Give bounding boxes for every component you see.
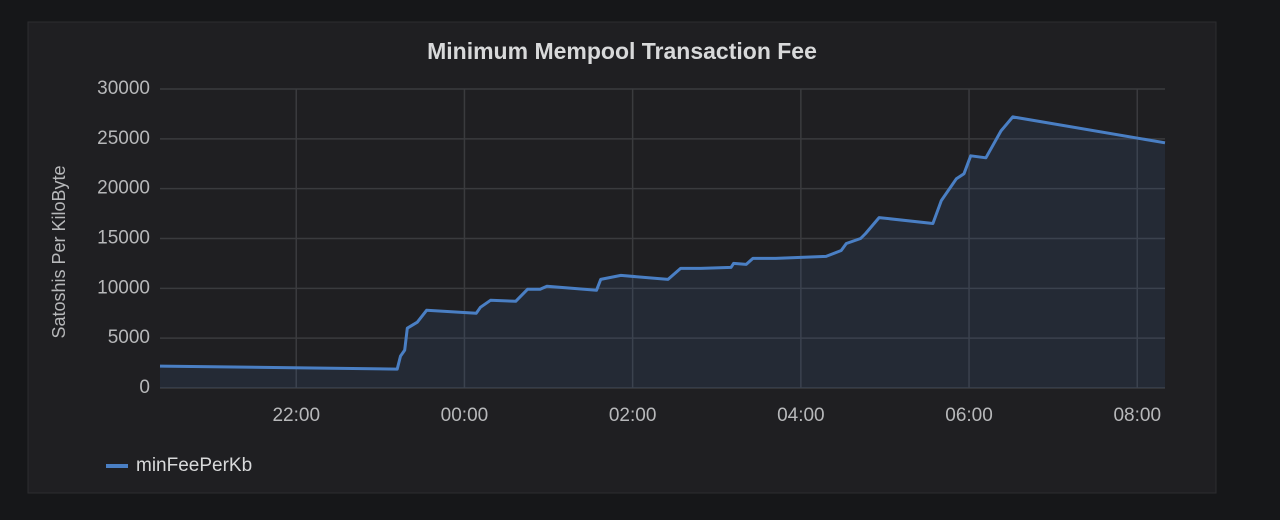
y-tick-label: 20000 bbox=[97, 178, 150, 199]
x-tick-label: 08:00 bbox=[1113, 405, 1161, 426]
y-tick-label: 10000 bbox=[97, 277, 150, 298]
y-tick-label: 25000 bbox=[97, 128, 150, 149]
area bbox=[160, 116, 1165, 389]
x-tick-label: 02:00 bbox=[609, 405, 657, 426]
chart-title: Minimum Mempool Transaction Fee bbox=[427, 38, 817, 64]
x-tick-label: 22:00 bbox=[272, 405, 320, 426]
x-tick-label: 06:00 bbox=[945, 405, 993, 426]
x-tick-label: 00:00 bbox=[441, 405, 489, 426]
y-tick-label: 5000 bbox=[108, 327, 150, 348]
x-tick-label: 04:00 bbox=[777, 405, 825, 426]
y-tick-label: 30000 bbox=[97, 78, 150, 99]
legend-label: minFeePerKb bbox=[136, 455, 252, 476]
y-tick-label: 0 bbox=[139, 377, 150, 398]
panel bbox=[27, 21, 1217, 494]
y-axis-label: Satoshis Per KiloByte bbox=[49, 165, 69, 338]
line bbox=[159, 115, 1166, 371]
y-tick-label: 15000 bbox=[97, 228, 150, 249]
